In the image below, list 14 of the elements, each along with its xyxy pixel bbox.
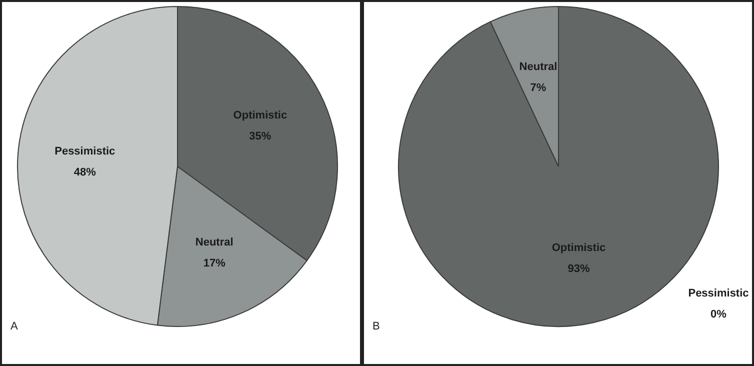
data-label: 48% [74, 166, 96, 179]
data-label: 93% [568, 263, 590, 276]
data-label: 7% [530, 82, 546, 94]
text: B [372, 320, 380, 332]
slice-label: Pessimistic [54, 146, 116, 158]
category-label: Pessimistic [688, 288, 749, 300]
slice-label: Optimistic [552, 242, 606, 254]
text: 0% [710, 308, 726, 320]
data-label: 17% [203, 258, 226, 270]
slice-label: Neutral [519, 60, 558, 73]
data-label: 35% [249, 130, 272, 142]
slice-label: Neutral [195, 236, 234, 249]
text: A [10, 320, 18, 332]
slice-label: Optimistic [233, 109, 288, 122]
